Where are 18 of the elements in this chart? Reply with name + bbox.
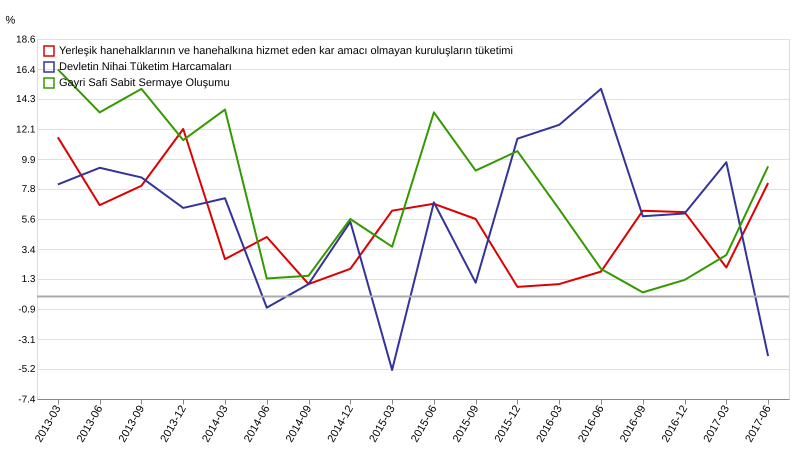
y-tick-label: 1.3 — [22, 274, 36, 286]
y-axis-title: % — [6, 14, 16, 26]
y-tick-label: 14.3 — [16, 94, 36, 106]
line-series — [56, 88, 770, 371]
y-tick-label: 18.6 — [16, 34, 36, 46]
y-tick-label: -5.2 — [18, 364, 36, 376]
y-tick-label: 16.4 — [16, 64, 36, 76]
y-tick-label: 7.8 — [22, 184, 36, 196]
y-tick-label: 12.1 — [16, 124, 36, 136]
y-tick-label: -0.9 — [18, 304, 36, 316]
line-series — [56, 128, 770, 288]
legend-label: Yerleşik hanehalklarının ve hanehalkına hizmet eden kar amacı olmayan kuruluşların tüketimi — [59, 45, 513, 57]
y-tick-label: 5.6 — [22, 214, 36, 226]
y-tick-label: -3.1 — [18, 334, 36, 346]
y-tick-label: 3.4 — [22, 244, 36, 256]
y-tick-label: -7.4 — [18, 394, 36, 406]
y-tick-label: 9.9 — [22, 154, 36, 166]
legend-label: Devletin Nihai Tüketim Harcamaları — [59, 61, 232, 73]
